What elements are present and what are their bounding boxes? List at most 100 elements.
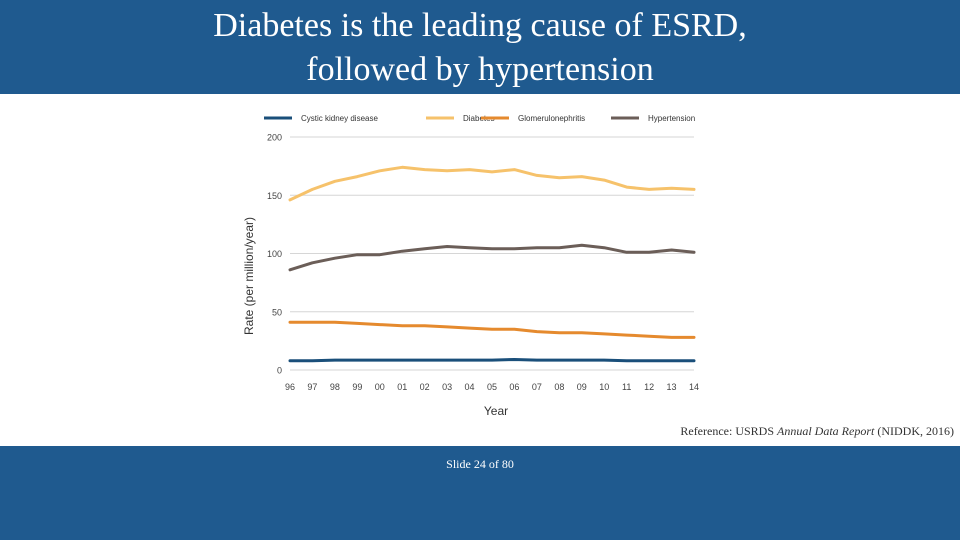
title-line-1: Diabetes is the leading cause of ESRD, (213, 7, 747, 44)
y-tick-label: 200 (267, 133, 282, 143)
data-point (446, 359, 448, 361)
x-tick-labels: 96 97 98 99 00 01 02 03 04 05 06 07 08 09 10 11 12 13 14 (285, 382, 699, 392)
data-point (289, 359, 291, 362)
data-point (356, 253, 359, 256)
x-tick-label: 10 (599, 382, 609, 392)
data-point (423, 324, 426, 327)
data-point (289, 321, 291, 324)
data-point (670, 187, 673, 190)
data-point (356, 322, 359, 325)
data-point (378, 253, 381, 256)
data-point (356, 359, 359, 361)
data-point (670, 249, 673, 251)
data-point (468, 246, 471, 249)
data-point (311, 188, 314, 191)
legend-label: Cystic kidney disease (301, 114, 378, 123)
data-point (423, 248, 426, 250)
reference-prefix: Reference: USRDS (680, 424, 778, 438)
data-point (558, 246, 561, 249)
data-point (311, 321, 314, 324)
data-point (401, 166, 404, 169)
legend-label: Glomerulonephritis (518, 114, 585, 123)
data-point (423, 168, 426, 171)
data-point (468, 359, 471, 361)
x-tick-label: 12 (644, 382, 654, 392)
data-point (334, 359, 336, 361)
data-point (468, 168, 471, 171)
legend-label: Hypertension (648, 114, 695, 123)
data-point (491, 328, 493, 331)
x-tick-label: 14 (689, 382, 699, 392)
data-point (558, 176, 561, 179)
data-point (513, 248, 516, 250)
data-point (625, 186, 628, 188)
data-point (513, 168, 516, 171)
x-tick-label: 97 (307, 382, 317, 392)
x-tick-label: 98 (330, 382, 340, 392)
data-point (580, 244, 583, 247)
title-line-2: followed by hypertension (306, 51, 654, 88)
x-tick-label: 05 (487, 382, 497, 392)
data-point (289, 269, 291, 271)
footer-band (0, 446, 960, 540)
data-point (693, 359, 695, 362)
x-tick-label: 96 (285, 382, 295, 392)
data-point (513, 358, 516, 361)
y-tick-label: 50 (272, 307, 282, 317)
x-tick-label: 08 (554, 382, 564, 392)
data-point (558, 331, 561, 334)
data-point (625, 334, 628, 336)
data-point (693, 188, 695, 191)
data-point (311, 359, 314, 362)
x-tick-label: 00 (375, 382, 385, 392)
data-point (401, 324, 404, 327)
series-glomerulonephritis (288, 320, 696, 339)
data-point (625, 359, 628, 362)
data-point (334, 257, 336, 259)
data-point (648, 359, 650, 362)
y-tick-labels: 0 50 100 150 200 (267, 133, 282, 376)
data-point (648, 251, 650, 254)
y-tick-label: 150 (267, 191, 282, 201)
data-point (625, 251, 628, 254)
data-point (580, 359, 583, 361)
data-point (334, 180, 336, 183)
y-tick-label: 100 (267, 249, 282, 259)
x-tick-label: 13 (667, 382, 677, 392)
data-point (491, 248, 493, 250)
x-axis-label: Year (484, 404, 508, 418)
data-point (603, 333, 606, 335)
data-point (670, 336, 673, 339)
data-point (446, 169, 448, 172)
data-point (513, 328, 516, 331)
data-point (401, 250, 404, 252)
data-point (603, 179, 606, 181)
y-tick-label: 0 (277, 366, 282, 376)
x-tick-label: 07 (532, 382, 542, 392)
data-point (648, 188, 650, 191)
data-point (289, 199, 291, 201)
data-point (603, 246, 606, 249)
data-point (334, 321, 336, 324)
data-point (378, 169, 381, 172)
data-point (536, 330, 538, 333)
data-point (603, 359, 606, 361)
x-tick-label: 99 (352, 382, 362, 392)
chart-background (236, 104, 714, 420)
reference-publication: Annual Data Report (777, 424, 875, 438)
data-point (648, 335, 650, 338)
x-tick-label: 01 (397, 382, 407, 392)
chart-legend: Cystic kidney disease Diabetes Glomerulone… (264, 114, 695, 123)
data-point (311, 262, 314, 264)
data-point (580, 175, 583, 178)
data-point (491, 359, 493, 361)
series-hypertension (288, 243, 696, 272)
data-point (491, 171, 493, 173)
x-tick-label: 04 (465, 382, 475, 392)
data-point (536, 359, 538, 361)
line-chart: Cystic kidney disease Diabetes Glomerulone… (236, 104, 714, 420)
x-tick-label: 11 (622, 382, 631, 392)
data-point (468, 327, 471, 329)
data-point (693, 336, 695, 339)
data-point (423, 359, 426, 361)
